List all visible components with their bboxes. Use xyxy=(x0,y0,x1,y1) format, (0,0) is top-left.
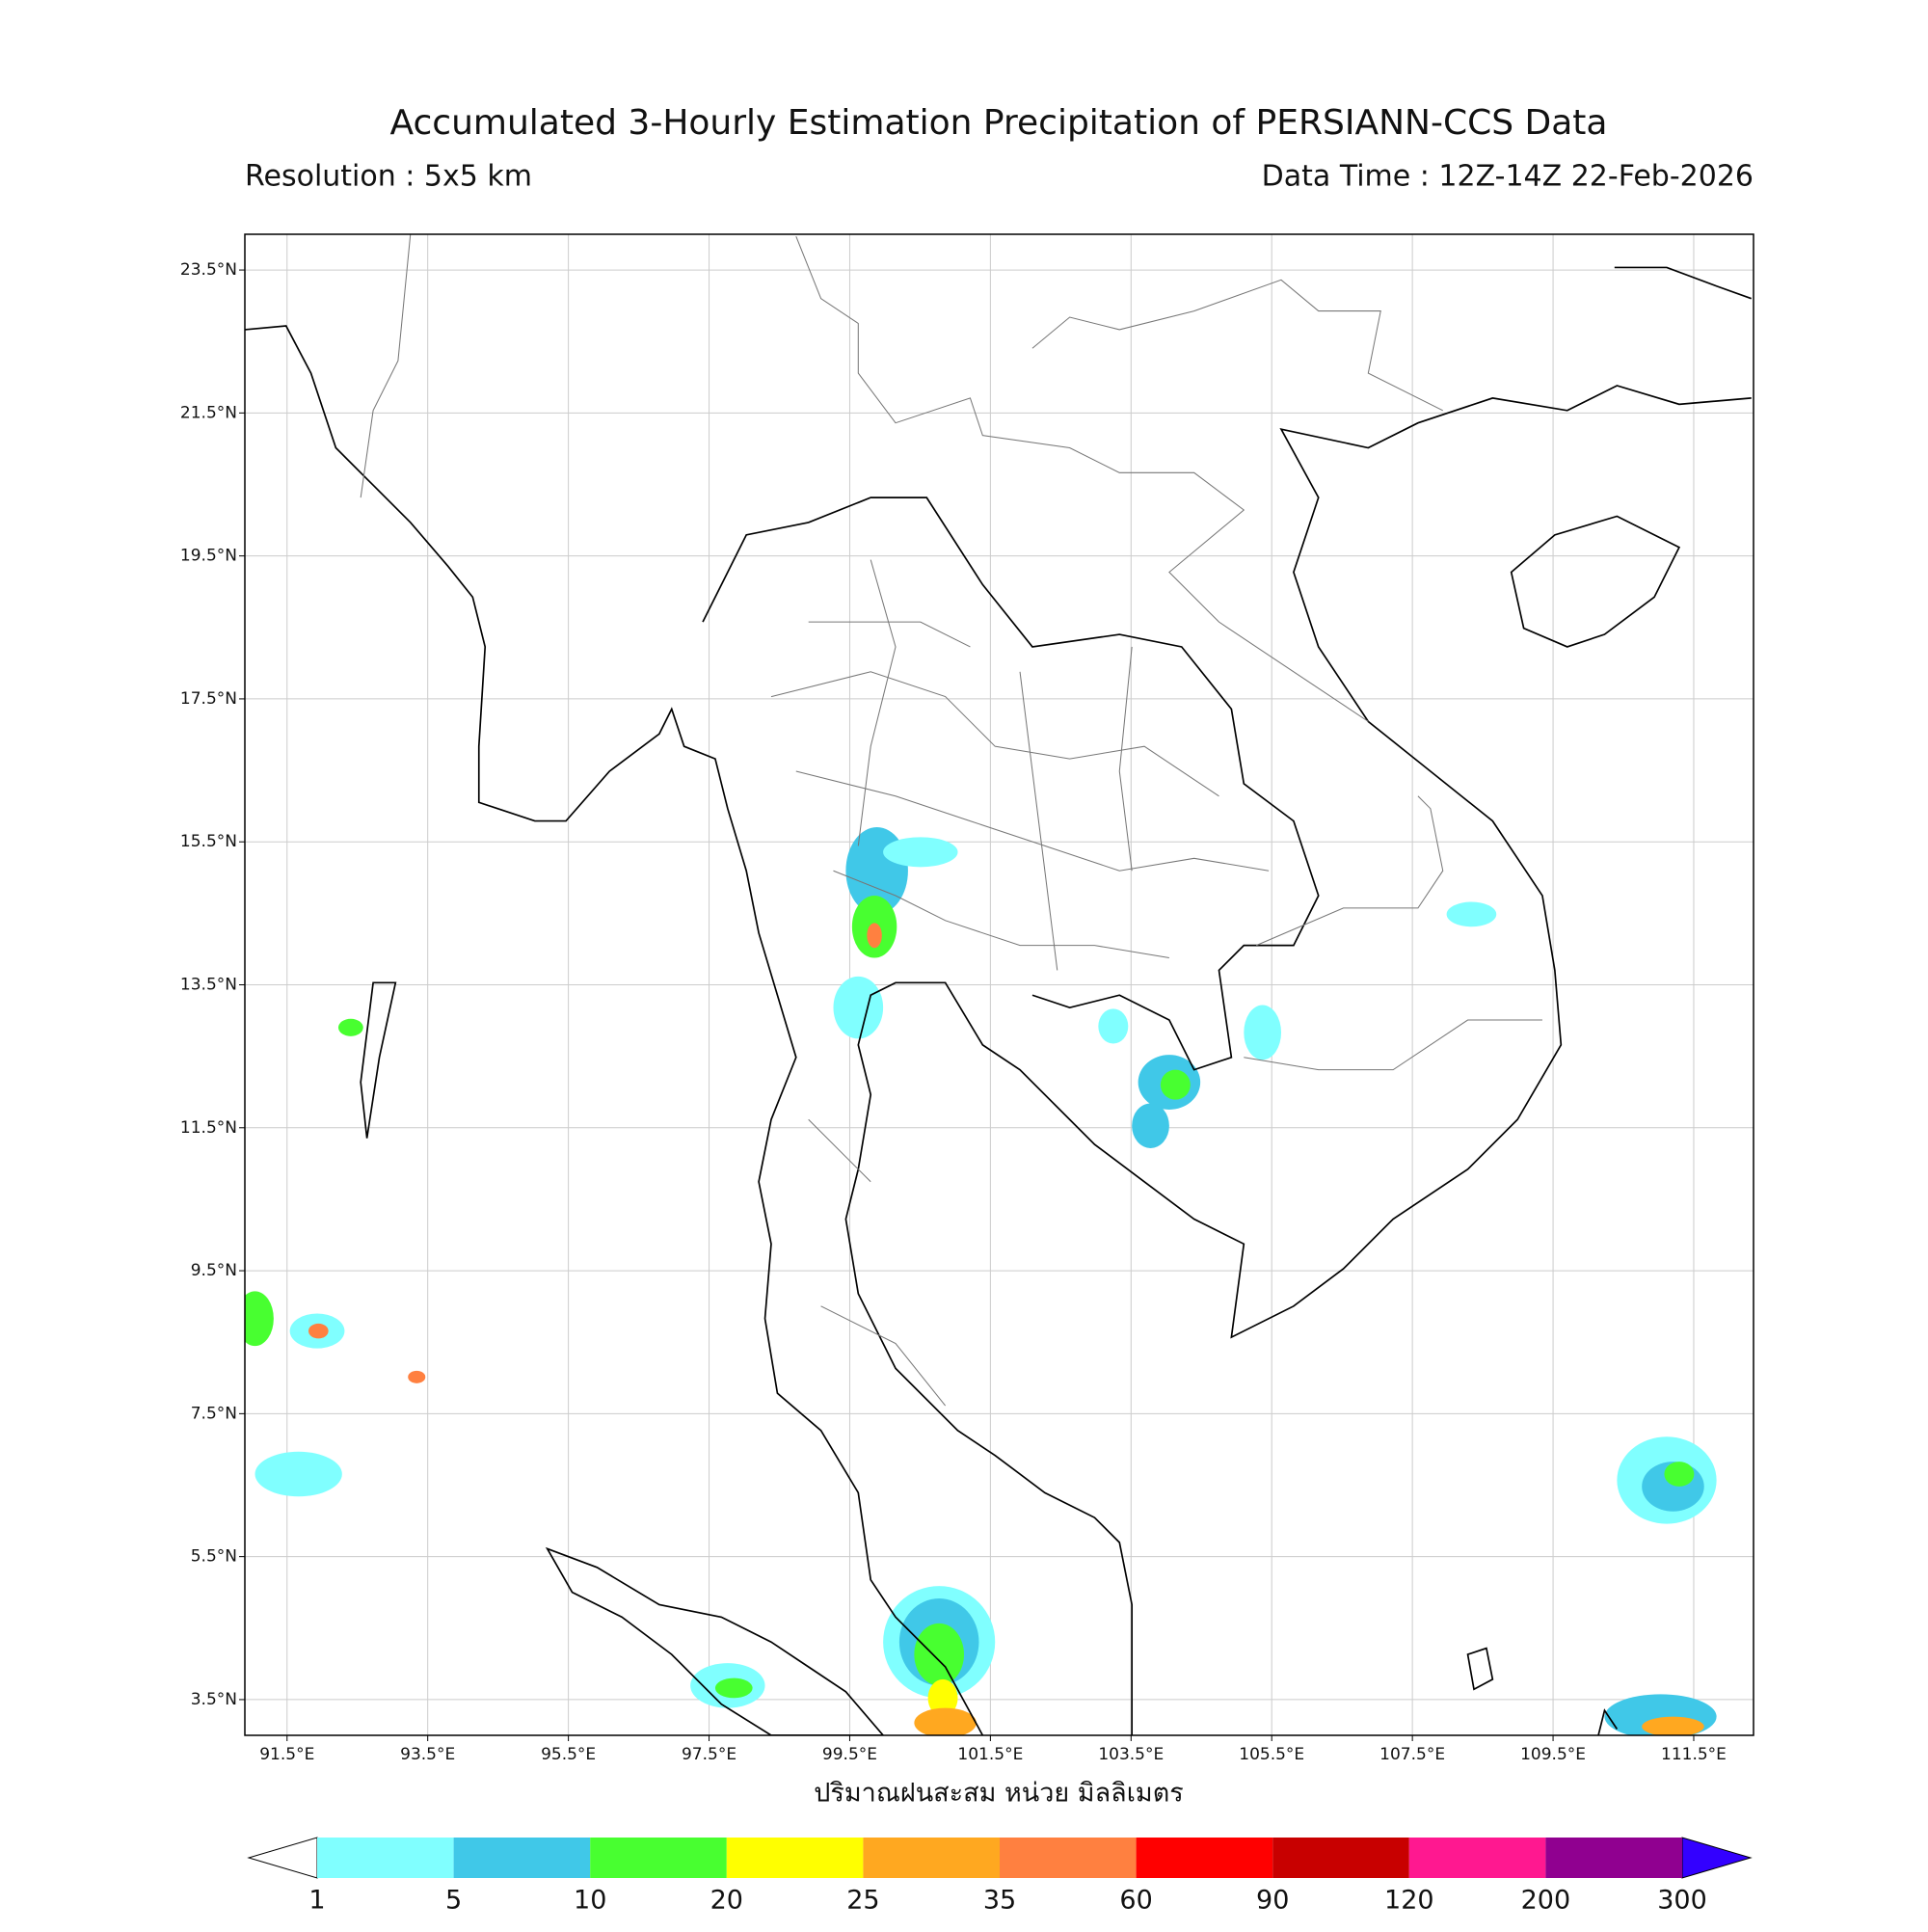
x-tick-label: 95.5°E xyxy=(541,1745,596,1764)
colorbar-box xyxy=(863,1838,1000,1878)
colorbar-tick-label: 20 xyxy=(710,1886,743,1916)
x-tick-label: 111.5°E xyxy=(1661,1745,1727,1764)
province-lines xyxy=(770,559,1270,1407)
x-tick-label: 103.5°E xyxy=(1098,1745,1164,1764)
coastline xyxy=(1614,266,1753,300)
map xyxy=(245,234,1753,1735)
colorbar-box xyxy=(1000,1838,1137,1878)
grid: 91.5°E 93.5°E 95.5°E 97.5°E 99.5°E 101.5°E 103… xyxy=(180,234,1754,1764)
island xyxy=(1510,515,1681,648)
y-tick-label: 19.5°N xyxy=(180,547,237,566)
map-frame xyxy=(244,233,1754,1736)
colorbar-tick-label: 200 xyxy=(1521,1886,1571,1916)
y-tick-label: 13.5°N xyxy=(180,976,237,995)
colorbar-tick-label: 90 xyxy=(1256,1886,1289,1916)
geography xyxy=(245,234,1753,1735)
y-tick-label: 21.5°N xyxy=(180,403,237,422)
y-tick-label: 7.5°N xyxy=(191,1404,237,1423)
y-tick-label: 5.5°N xyxy=(191,1547,237,1567)
x-tick-label: 109.5°E xyxy=(1520,1745,1586,1764)
resolution: Resolution : 5x5 km xyxy=(245,160,532,194)
y-tick-label: 9.5°N xyxy=(191,1261,237,1280)
x-tick-label: 107.5°E xyxy=(1379,1745,1445,1764)
y-tick-label: 23.5°N xyxy=(180,260,237,280)
y-tick-label: 11.5°N xyxy=(180,1118,237,1138)
colorbar-box xyxy=(590,1838,727,1878)
x-tick-label: 91.5°E xyxy=(259,1745,314,1764)
colorbar-box xyxy=(1408,1838,1546,1878)
colorbar-box xyxy=(726,1838,864,1878)
y-tick-label: 15.5°N xyxy=(180,832,237,851)
colorbar-tick-label: 35 xyxy=(983,1886,1016,1916)
colorbar-tick-label: 25 xyxy=(846,1886,879,1916)
colorbar-under xyxy=(247,1837,318,1879)
precipitation xyxy=(245,827,1717,1735)
x-tick-label: 99.5°E xyxy=(822,1745,877,1764)
title: Accumulated 3-Hourly Estimation Precipit… xyxy=(390,103,1608,143)
island xyxy=(545,1546,885,1735)
island xyxy=(1597,1708,1619,1735)
data-time: Data Time : 12Z-14Z 22-Feb-2026 xyxy=(1262,160,1754,194)
colorbar-tick-label: 120 xyxy=(1384,1886,1434,1916)
border xyxy=(360,234,1542,1071)
colorbar-tick-label: 10 xyxy=(574,1886,606,1916)
colorbar-box xyxy=(1545,1838,1682,1878)
x-tick-label: 105.5°E xyxy=(1239,1745,1304,1764)
colorbar-box xyxy=(1136,1838,1273,1878)
coastline xyxy=(245,325,984,1735)
y-tick-label: 3.5°N xyxy=(191,1690,237,1709)
x-tick-label: 97.5°E xyxy=(682,1745,736,1764)
colorbar-box xyxy=(1272,1838,1409,1878)
colorbar: 1 5 10 20 25 35 60 90 120 200 300 xyxy=(247,1837,1753,1916)
island xyxy=(1466,1647,1494,1691)
x-tick-label: 101.5°E xyxy=(957,1745,1023,1764)
colorbar-tick-label: 1 xyxy=(308,1886,325,1916)
island xyxy=(360,981,397,1139)
y-tick-label: 17.5°N xyxy=(180,689,237,709)
colorbar-label: ปริมาณฝนสะสม หน่วย มิลลิเมตร xyxy=(814,1779,1184,1809)
x-tick-label: 93.5°E xyxy=(400,1745,455,1764)
coastline xyxy=(844,385,1752,1735)
colorbar-box xyxy=(453,1838,591,1878)
colorbar-over xyxy=(1681,1837,1753,1879)
colorbar-tick-label: 300 xyxy=(1657,1886,1707,1916)
colorbar-tick-label: 60 xyxy=(1119,1886,1152,1916)
colorbar-box xyxy=(317,1838,454,1878)
colorbar-tick-label: 5 xyxy=(445,1886,462,1916)
thailand-border xyxy=(702,496,1320,1071)
